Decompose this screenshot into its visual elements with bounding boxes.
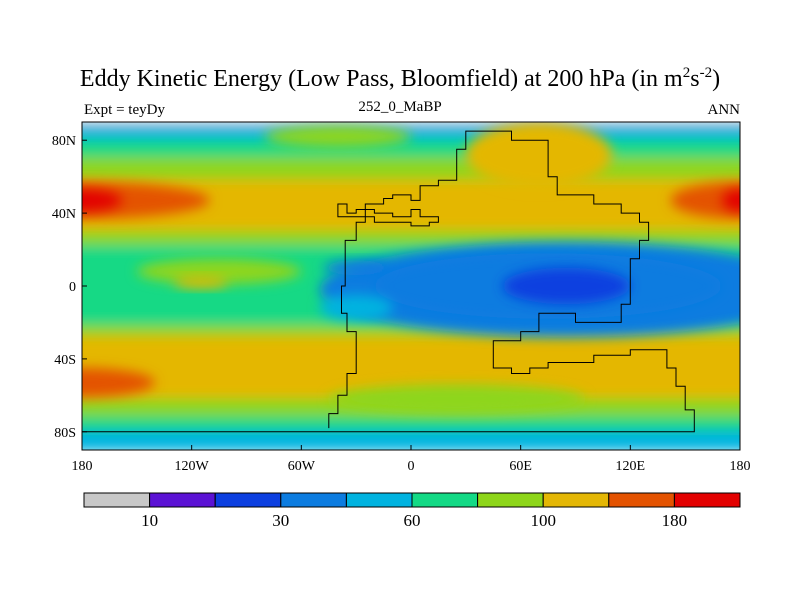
colorbar-box (149, 492, 216, 508)
continent-outline (82, 130, 695, 433)
chart-title: Eddy Kinetic Energy (Low Pass, Bloomfiel… (79, 65, 721, 93)
pangea-coastline (82, 130, 695, 433)
blob-12 (502, 267, 631, 305)
colorbar-box (83, 492, 151, 508)
x-tick-label: 60E (509, 459, 532, 474)
colorbar-label: 100 (530, 511, 556, 530)
colorbar-box (477, 492, 544, 508)
colorbar-box (280, 492, 347, 508)
colorbar-box (673, 492, 741, 508)
colorbar-label: 10 (141, 511, 158, 530)
band-1 (82, 124, 740, 142)
y-tick-label: 0 (69, 280, 76, 295)
colorbar-label: 30 (272, 511, 289, 530)
inland-sea-coastline (337, 203, 439, 227)
band-3 (82, 157, 740, 182)
experiment-label: Expt = teyDy (84, 102, 165, 118)
x-tick-label: 120W (175, 459, 210, 474)
y-axis: 80N 40N 0 40S 80S (52, 134, 87, 441)
band-0 (82, 122, 740, 127)
colorbar-box (411, 492, 479, 508)
y-tick-label: 80N (52, 134, 76, 149)
plot-area (82, 122, 740, 450)
colorbar-label: 60 (404, 511, 421, 530)
y-tick-label: 80S (54, 426, 76, 441)
y-tick-label: 40S (54, 353, 76, 368)
blob-4 (82, 368, 156, 398)
blob-13 (323, 260, 390, 276)
colorbar-box (608, 492, 675, 508)
x-tick-label: 180 (72, 459, 93, 474)
anomaly-blobs (82, 122, 740, 414)
band-2 (82, 139, 740, 160)
x-tick-label: 60W (288, 459, 316, 474)
x-tick-label: 180 (730, 459, 751, 474)
blob-9 (173, 276, 229, 288)
x-tick-label: 120E (616, 459, 646, 474)
blob-7 (328, 384, 585, 414)
band-12 (82, 416, 740, 433)
blob-0 (82, 182, 210, 219)
blob-1 (82, 189, 123, 212)
band-5 (82, 230, 740, 247)
y-tick-label: 40N (52, 207, 76, 222)
x-tick-label: 0 (408, 459, 415, 474)
colorbar-box (542, 492, 610, 508)
band-13 (82, 430, 740, 450)
blob-2 (670, 182, 740, 219)
experiment-id: 252_0_MaBP (358, 99, 442, 115)
colorbar: 10 30 60 100 180 (83, 492, 741, 530)
season-label: ANN (707, 102, 741, 118)
blob-8 (136, 258, 302, 285)
blob-6 (264, 125, 411, 148)
x-axis: 180 120W 60W 0 60E 120E 180 (72, 445, 751, 474)
blob-3 (721, 189, 740, 212)
colorbar-label: 180 (662, 511, 688, 530)
blob-14 (319, 295, 393, 321)
blob-5 (465, 122, 613, 188)
colorbar-box (345, 492, 413, 508)
colorbar-box (214, 492, 282, 508)
